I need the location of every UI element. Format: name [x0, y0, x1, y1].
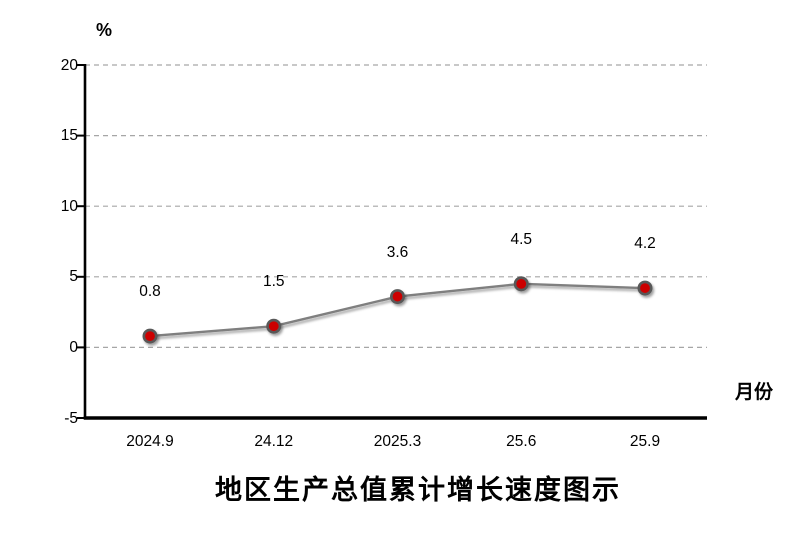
y-tick-label: 0: [69, 338, 78, 356]
data-point-label: 1.5: [262, 273, 285, 291]
y-axis-unit-label: %: [96, 20, 113, 40]
data-point-label: 0.8: [139, 283, 161, 301]
y-tick-label: -5: [64, 409, 78, 427]
data-point-label: 4.5: [510, 230, 533, 248]
data-point: [513, 276, 529, 292]
data-point: [142, 328, 158, 344]
data-point: [637, 280, 653, 296]
x-tick-label: 25.9: [629, 433, 661, 450]
data-point-label: 4.2: [634, 235, 656, 253]
x-axis-unit-label: 月份: [734, 382, 773, 403]
x-tick-label: 2024.9: [126, 433, 174, 450]
data-point-label: 3.6: [386, 243, 409, 261]
x-tick-label: 25.6: [506, 433, 537, 450]
y-tick-label: 10: [60, 197, 78, 215]
x-tick-label: 2025.3: [373, 433, 422, 450]
y-tick-label: 15: [60, 127, 78, 145]
data-point: [389, 289, 405, 305]
chart-title: 地区生产总值累计增长速度图示: [215, 475, 621, 505]
x-tick-label: 24.12: [254, 433, 294, 450]
data-point: [266, 318, 282, 334]
y-tick-label: 5: [69, 268, 78, 286]
y-tick-label: 20: [60, 56, 78, 74]
